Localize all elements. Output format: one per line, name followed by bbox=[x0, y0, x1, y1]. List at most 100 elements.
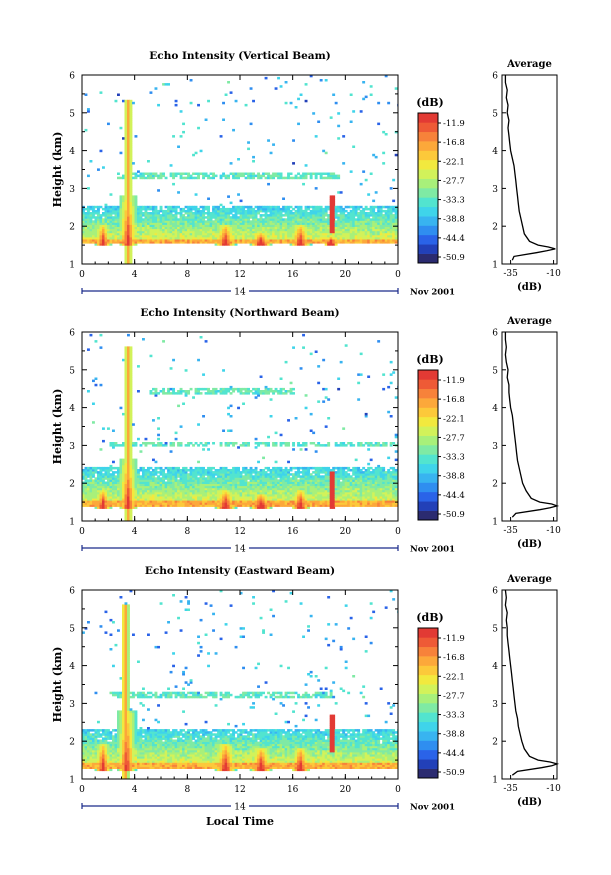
echo-cell bbox=[272, 481, 275, 484]
echo-cell bbox=[149, 491, 153, 495]
echo-cell bbox=[194, 491, 198, 495]
echo-cell bbox=[169, 224, 173, 227]
echo-cell bbox=[127, 255, 130, 259]
echo-cell bbox=[124, 118, 128, 121]
echo-cell bbox=[204, 498, 208, 501]
echo-cell bbox=[124, 139, 128, 142]
echo-cell bbox=[292, 212, 295, 215]
echo-cell bbox=[134, 220, 138, 223]
echo-cell bbox=[232, 207, 235, 211]
echo-cell bbox=[172, 471, 175, 474]
x-tick-label: 0 bbox=[79, 270, 85, 280]
echo-cell bbox=[127, 510, 130, 514]
echo-cell bbox=[174, 214, 178, 217]
profile-y-tick-label: 3 bbox=[492, 185, 498, 195]
echo-cell bbox=[162, 234, 165, 238]
echo-cell bbox=[387, 241, 391, 244]
echo-cell bbox=[134, 243, 138, 246]
echo-cell bbox=[94, 377, 98, 380]
echo-cell bbox=[152, 174, 155, 178]
echo-cell bbox=[199, 504, 203, 507]
echo-cell bbox=[372, 153, 376, 157]
echo-cell bbox=[232, 390, 235, 393]
echo-cell bbox=[242, 498, 245, 501]
echo-cell bbox=[229, 91, 233, 94]
echo-cell bbox=[147, 504, 150, 507]
echo-cell bbox=[184, 491, 188, 495]
echo-cell bbox=[132, 442, 135, 445]
echo-cell bbox=[87, 110, 90, 113]
echo-cell bbox=[339, 222, 343, 225]
echo-cell bbox=[129, 187, 133, 190]
echo-cell bbox=[112, 442, 115, 445]
echo-cell bbox=[114, 444, 118, 447]
echo-cell bbox=[232, 502, 235, 505]
echo-cell bbox=[127, 195, 130, 198]
echo-cell bbox=[157, 502, 160, 505]
echo-cell bbox=[137, 241, 140, 244]
echo-cell bbox=[244, 230, 248, 234]
echo-cell bbox=[132, 491, 135, 495]
echo-cell bbox=[217, 230, 220, 234]
echo-cell bbox=[139, 450, 143, 453]
echo-cell bbox=[272, 212, 275, 215]
echo-cell bbox=[309, 214, 313, 217]
echo-cell bbox=[97, 239, 100, 242]
echo-cell bbox=[312, 232, 316, 236]
echo-cell bbox=[109, 469, 113, 472]
echo-cell bbox=[219, 477, 223, 480]
echo-cell bbox=[269, 209, 273, 213]
echo-cell bbox=[109, 214, 113, 217]
echo-cell bbox=[189, 79, 193, 82]
echo-cell bbox=[132, 234, 135, 238]
echo-cell bbox=[204, 483, 208, 487]
echo-cell bbox=[124, 489, 128, 493]
echo-cell bbox=[199, 209, 203, 213]
echo-cell bbox=[224, 218, 228, 221]
echo-cell bbox=[287, 209, 290, 213]
echo-cell bbox=[237, 232, 240, 236]
echo-cell bbox=[377, 224, 381, 227]
echo-cell bbox=[132, 502, 135, 505]
echo-cell bbox=[84, 239, 88, 242]
echo-cell bbox=[104, 228, 108, 232]
echo-cell bbox=[222, 489, 225, 493]
echo-cell bbox=[149, 496, 153, 499]
echo-cell bbox=[159, 172, 163, 175]
echo-cell bbox=[177, 496, 180, 499]
echo-cell bbox=[117, 209, 120, 213]
profile-xlabel: (dB) bbox=[517, 282, 542, 293]
echo-cell bbox=[377, 122, 381, 126]
echo-cell bbox=[337, 218, 341, 221]
echo-cell bbox=[129, 419, 133, 422]
echo-cell bbox=[362, 207, 366, 211]
echo-cell bbox=[127, 431, 130, 435]
echo-cell bbox=[127, 232, 130, 236]
echo-cell bbox=[102, 222, 105, 225]
echo-cell bbox=[89, 489, 93, 493]
echo-cell bbox=[312, 226, 316, 230]
echo-cell bbox=[269, 230, 273, 234]
echo-cell bbox=[282, 494, 285, 497]
echo-cell bbox=[214, 174, 218, 178]
echo-cell bbox=[112, 205, 115, 209]
echo-cell bbox=[124, 483, 128, 487]
echo-cell bbox=[339, 241, 343, 244]
echo-cell bbox=[154, 485, 158, 489]
echo-cell bbox=[234, 176, 238, 180]
echo-cell bbox=[252, 222, 255, 225]
echo-cell bbox=[169, 209, 173, 213]
echo-cell bbox=[264, 471, 268, 474]
echo-cell bbox=[297, 212, 300, 215]
echo-cell bbox=[217, 234, 220, 238]
echo-cell bbox=[102, 234, 105, 238]
echo-cell bbox=[149, 390, 153, 393]
echo-cell bbox=[189, 101, 193, 105]
echo-cell bbox=[147, 496, 150, 499]
echo-cell bbox=[152, 498, 155, 501]
echo-cell bbox=[287, 479, 290, 482]
echo-cell bbox=[219, 473, 223, 476]
echo-cell bbox=[197, 358, 200, 362]
echo-cell bbox=[257, 209, 260, 213]
echo-cell bbox=[294, 241, 298, 244]
